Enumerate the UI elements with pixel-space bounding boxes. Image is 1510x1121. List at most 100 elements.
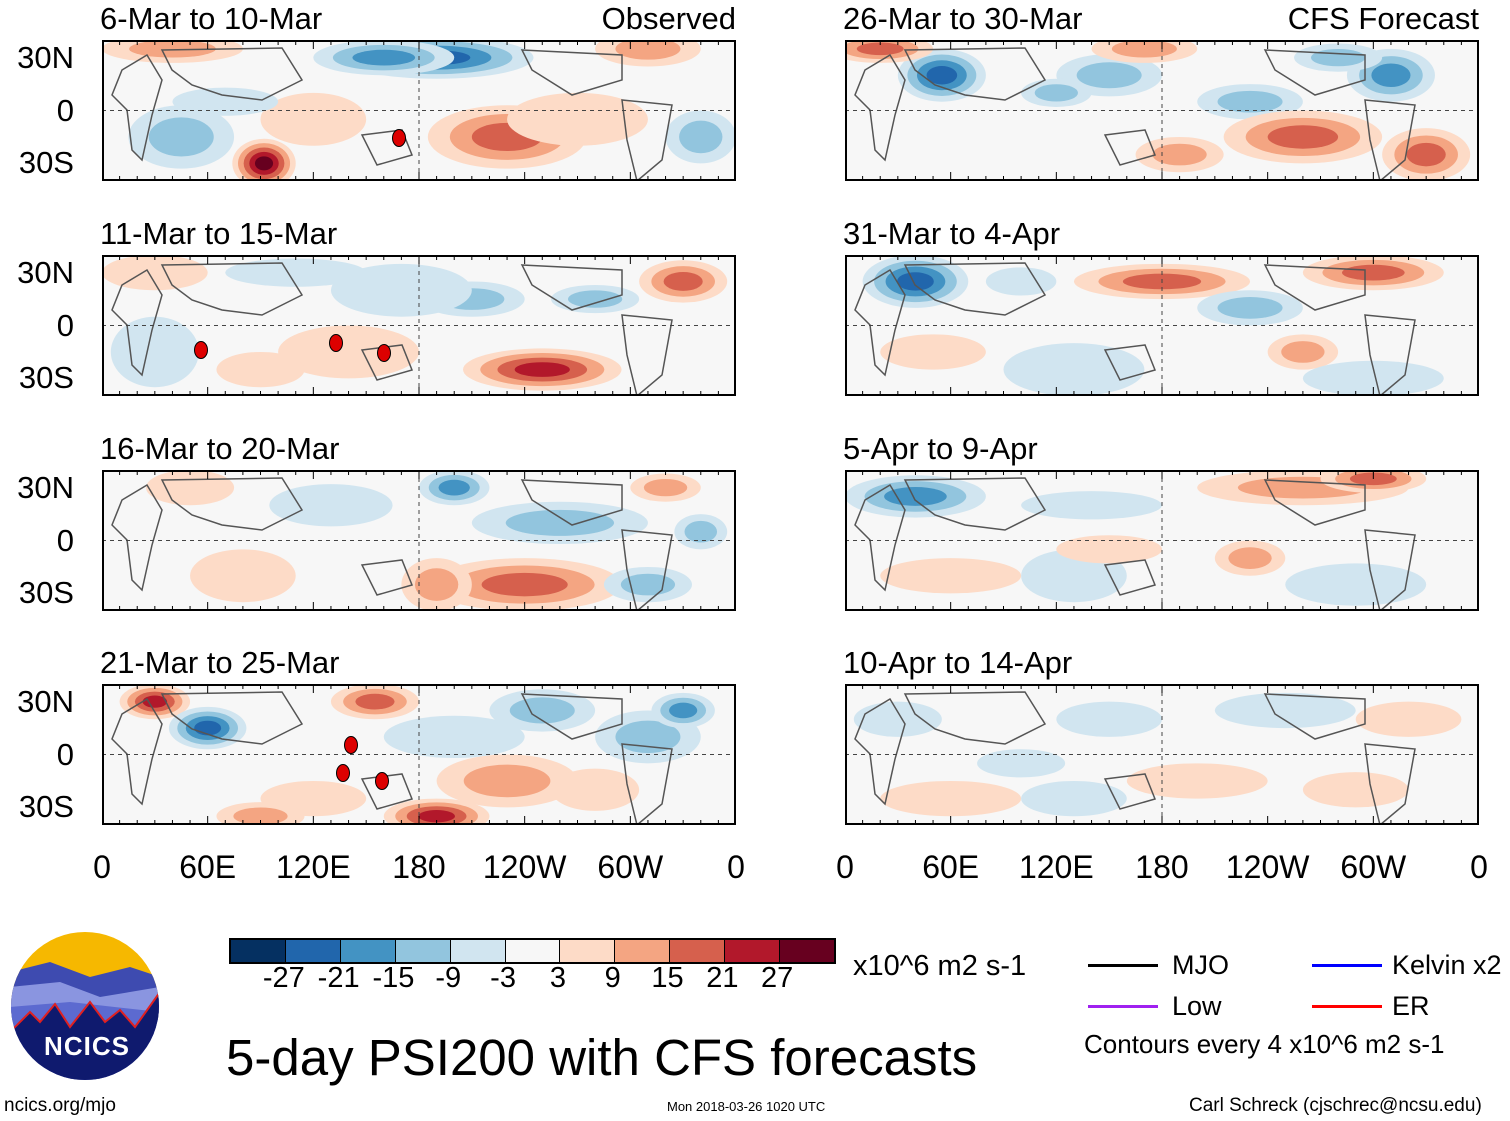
anomaly-contour bbox=[1311, 48, 1366, 67]
anomaly-contour bbox=[880, 334, 986, 370]
colorbar-swatch bbox=[449, 940, 505, 962]
cyclone-icon bbox=[194, 341, 208, 359]
colorbar-swatch bbox=[614, 940, 670, 962]
coastline bbox=[621, 529, 673, 611]
anomaly-contour bbox=[1056, 701, 1162, 737]
coastline bbox=[854, 268, 906, 377]
coastline bbox=[1263, 693, 1366, 740]
colorbar-tick-label: -27 bbox=[262, 962, 305, 994]
anomaly-contour bbox=[880, 780, 1022, 817]
coastline bbox=[854, 697, 906, 806]
colorbar-tick-label: 21 bbox=[706, 962, 739, 994]
colorbar-swatch bbox=[394, 940, 450, 962]
xtick-label: 0 bbox=[1470, 849, 1488, 885]
ytick-label: 30N bbox=[17, 39, 74, 75]
anomaly-contour bbox=[463, 764, 551, 798]
coastline bbox=[903, 47, 1047, 101]
xtick-label: 60W bbox=[597, 849, 664, 885]
coastline bbox=[160, 477, 304, 531]
anomaly-contour bbox=[684, 520, 718, 543]
anomaly-contour bbox=[669, 702, 698, 719]
xtick-label: 0 bbox=[727, 849, 745, 885]
coastline bbox=[1263, 264, 1366, 311]
colorbar-swatch bbox=[231, 940, 285, 962]
coastline bbox=[360, 559, 414, 596]
colorbar-swatch bbox=[779, 940, 834, 962]
xtick-label: 180 bbox=[1135, 849, 1189, 885]
coastline bbox=[1364, 743, 1416, 825]
anomaly-contour bbox=[194, 720, 222, 736]
anomaly-contour bbox=[278, 325, 419, 379]
coastline bbox=[854, 53, 906, 162]
anomaly-contour bbox=[1355, 701, 1462, 737]
coastline bbox=[621, 314, 673, 396]
anomaly-contour bbox=[1034, 84, 1079, 102]
cyclone-icon bbox=[392, 129, 406, 147]
coastline bbox=[1103, 773, 1157, 810]
anomaly-contour bbox=[254, 156, 274, 171]
xtick-label: 0 bbox=[836, 849, 854, 885]
xtick-label: 120E bbox=[1018, 849, 1094, 885]
anomaly-contour bbox=[216, 351, 305, 388]
coastline bbox=[1103, 129, 1157, 166]
panel-title: 10-Apr to 14-Apr bbox=[843, 645, 1073, 680]
coastline bbox=[520, 693, 623, 740]
anomaly-contour bbox=[926, 66, 958, 85]
map-panel bbox=[845, 255, 1479, 396]
cyclone-icon bbox=[336, 764, 350, 782]
map-panel bbox=[102, 255, 736, 396]
anomaly-contour bbox=[1281, 341, 1325, 363]
anomaly-contour bbox=[985, 267, 1057, 296]
anomaly-contour bbox=[509, 697, 575, 724]
anomaly-contour bbox=[1302, 360, 1444, 396]
coastline bbox=[1364, 99, 1416, 181]
panel-title: 6-Mar to 10-Mar bbox=[100, 1, 323, 36]
anomaly-contour bbox=[643, 478, 688, 497]
anomaly-contour bbox=[897, 272, 934, 291]
map-panel bbox=[845, 470, 1479, 611]
panel-title: 5-Apr to 9-Apr bbox=[843, 431, 1038, 466]
panel-title: 26-Mar to 30-Mar bbox=[843, 1, 1083, 36]
anomaly-contour bbox=[880, 558, 1022, 594]
contour-note: Contours every 4 x10^6 m2 s-1 bbox=[1084, 1029, 1445, 1059]
coastline bbox=[111, 268, 163, 377]
coastline bbox=[360, 129, 414, 166]
anomaly-contour bbox=[1056, 535, 1162, 564]
legend-line-mjo bbox=[1088, 964, 1158, 967]
coastline bbox=[1263, 49, 1366, 96]
anomaly-contour bbox=[1111, 40, 1177, 58]
coastline bbox=[520, 479, 623, 526]
cyclone-icon bbox=[377, 344, 391, 362]
coastline bbox=[160, 47, 304, 101]
anomaly-contour bbox=[1214, 692, 1356, 729]
anomaly-contour bbox=[418, 810, 455, 823]
panel-title: 16-Mar to 20-Mar bbox=[100, 431, 340, 466]
anomaly-contour bbox=[1228, 547, 1272, 569]
ytick-label: 30N bbox=[17, 683, 74, 719]
anomaly-contour bbox=[1152, 143, 1207, 166]
ytick-label: 0 bbox=[56, 92, 74, 128]
anomaly-contour bbox=[481, 572, 568, 597]
map-panel bbox=[102, 470, 736, 611]
coastline bbox=[160, 691, 304, 745]
site-url[interactable]: ncics.org/mjo bbox=[4, 1095, 116, 1116]
anomaly-contour bbox=[856, 42, 904, 56]
colorbar-tick-label: 15 bbox=[651, 962, 684, 994]
anomaly-contour bbox=[514, 362, 570, 377]
anomaly-contour bbox=[568, 290, 623, 308]
coastline bbox=[360, 773, 414, 810]
colorbar-swatch bbox=[669, 940, 725, 962]
xtick-label: 0 bbox=[93, 849, 111, 885]
anomaly-contour bbox=[233, 807, 288, 825]
anomaly-contour bbox=[330, 263, 472, 317]
anomaly-contour bbox=[352, 49, 416, 66]
coastline bbox=[854, 483, 906, 592]
cyclone-icon bbox=[375, 772, 389, 790]
coastline bbox=[111, 697, 163, 806]
legend-label: Kelvin x2 bbox=[1392, 950, 1502, 980]
anomaly-contour bbox=[1021, 491, 1162, 520]
ytick-label: 0 bbox=[56, 736, 74, 772]
xtick-label: 120W bbox=[482, 849, 567, 885]
colorbar-tick-label: 3 bbox=[549, 962, 566, 994]
cyclone-icon bbox=[344, 736, 358, 754]
